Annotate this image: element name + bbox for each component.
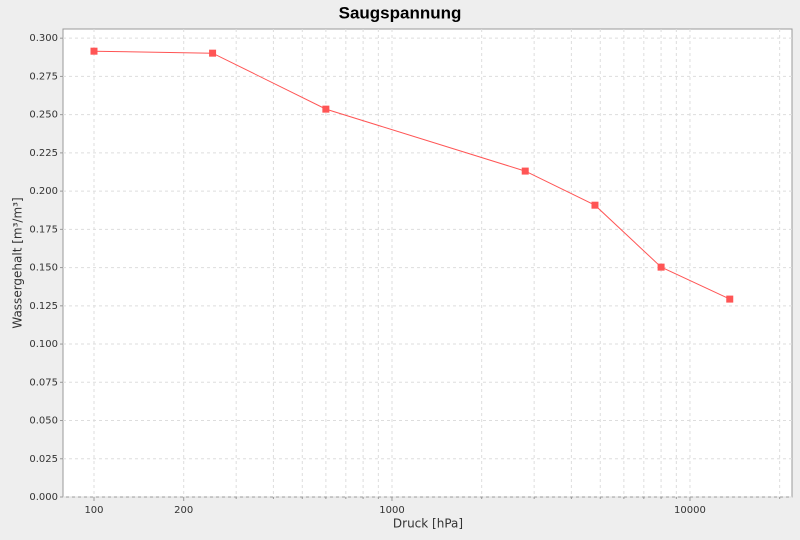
y-tick-label: 0.175 [29,224,58,235]
y-tick-label: 0.275 [29,71,58,82]
point-marker [90,47,98,55]
point-marker [726,295,734,303]
point-marker [657,263,665,271]
x-tick-label: 200 [174,505,193,516]
y-tick-label: 0.300 [29,33,58,44]
y-axis-label: Wassergehalt [m³/m³] [11,197,25,328]
y-tick-label: 0.000 [29,492,58,503]
y-tick-label: 0.150 [29,263,58,274]
chart-title: Saugspannung [339,3,462,22]
plot-area [62,28,793,498]
point-marker [322,105,330,113]
y-tick-label: 0.075 [29,377,58,388]
y-tick-label: 0.025 [29,454,58,465]
y-tick-label: 0.250 [29,110,58,121]
x-tick-label: 1000 [379,505,404,516]
point-marker [591,201,599,209]
point-marker [209,49,217,57]
y-tick-label: 0.225 [29,148,58,159]
x-tick-label: 100 [84,505,103,516]
point-marker [521,167,529,175]
y-tick-label: 0.100 [29,339,58,350]
x-axis-label: Druck [hPa] [393,517,463,531]
y-tick-label: 0.050 [29,416,58,427]
y-tick-label: 0.125 [29,301,58,312]
y-tick-label: 0.200 [29,186,58,197]
x-tick-label: 10000 [674,505,706,516]
